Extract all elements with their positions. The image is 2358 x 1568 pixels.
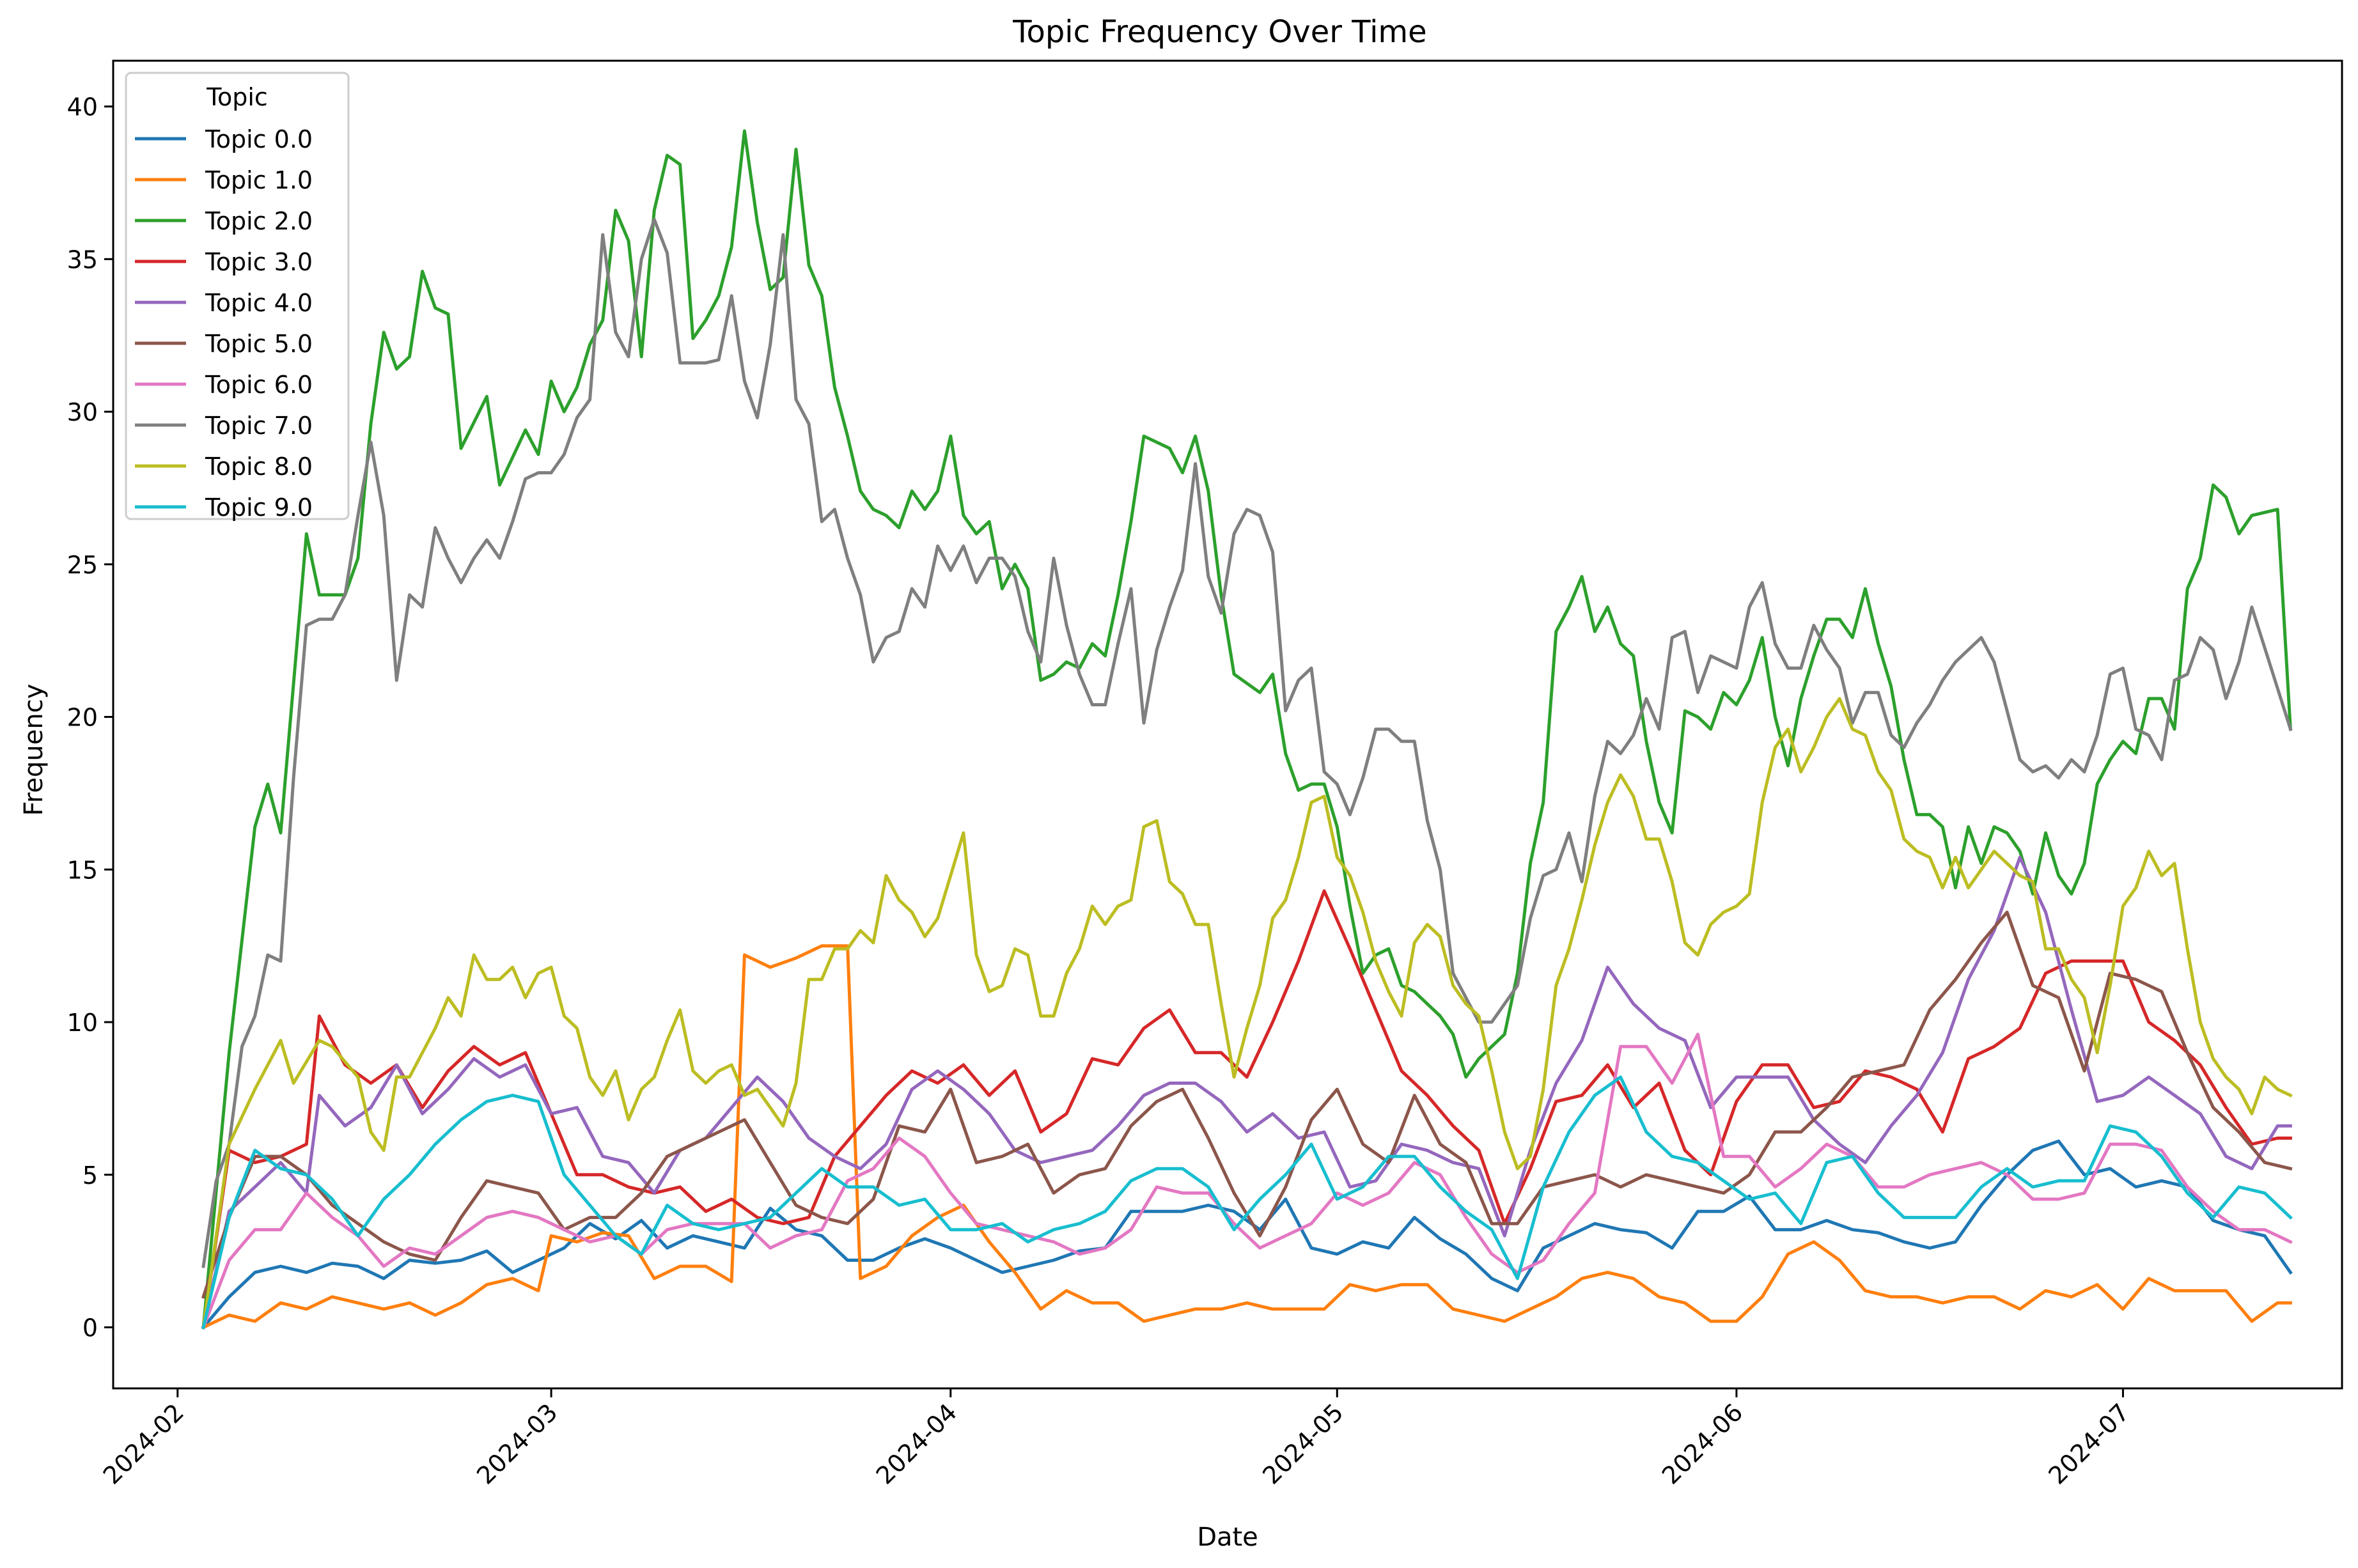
legend-label: Topic 1.0 (205, 166, 313, 194)
series-line-topic-0 (201, 1139, 2293, 1330)
legend-label: Topic 4.0 (205, 289, 313, 317)
series-line-topic-7 (201, 217, 2293, 1268)
legend-label: Topic 9.0 (205, 493, 313, 522)
legend-label: Topic 7.0 (205, 412, 313, 440)
legend-label: Topic 2.0 (205, 207, 313, 235)
y-tick-label: 25 (67, 551, 98, 579)
x-axis-label: Date (1197, 1523, 1258, 1552)
series-line-topic-6 (201, 1032, 2293, 1330)
y-tick-label: 35 (67, 245, 98, 274)
series-line-topic-4 (201, 855, 2292, 1330)
plot-frame (112, 59, 2343, 1390)
legend-box (125, 72, 350, 520)
legend-label: Topic 0.0 (205, 125, 313, 153)
series-line-topic-8 (201, 697, 2293, 1330)
legend-label: Topic 8.0 (205, 453, 313, 481)
legend-label: Topic 3.0 (205, 248, 313, 276)
legend-label: Topic 6.0 (205, 371, 313, 399)
y-tick-label: 10 (67, 1009, 98, 1037)
series-line-topic-3 (201, 889, 2292, 1330)
legend-title: Topic (206, 83, 268, 111)
y-tick-label: 20 (67, 704, 98, 732)
series-line-topic-9 (201, 1075, 2293, 1330)
y-tick-label: 5 (82, 1161, 98, 1190)
legend-label: Topic 5.0 (205, 330, 313, 358)
y-tick-label: 40 (67, 93, 98, 121)
y-tick-label: 15 (67, 856, 98, 884)
chart-title: Topic Frequency Over Time (1012, 14, 1426, 50)
y-tick-label: 0 (82, 1314, 98, 1342)
y-axis-label: Frequency (19, 684, 49, 816)
series-line-topic-2 (201, 129, 2293, 1330)
series-line-topic-1 (201, 944, 2292, 1330)
y-tick-label: 30 (67, 398, 98, 426)
